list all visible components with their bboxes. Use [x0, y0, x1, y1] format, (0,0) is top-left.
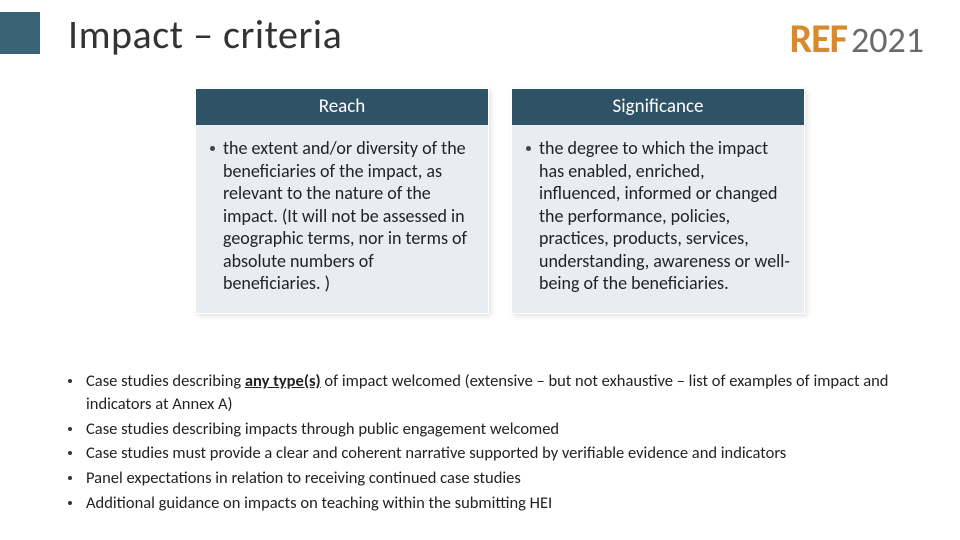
bullet-icon	[68, 427, 72, 431]
criteria-card-reach: Reach the extent and/or diversity of the…	[195, 88, 489, 314]
card-body: the degree to which the impact has enabl…	[512, 125, 804, 313]
criteria-cards: Reach the extent and/or diversity of the…	[195, 88, 805, 314]
note-text: Panel expectations in relation to receiv…	[86, 467, 928, 490]
note-text: Case studies describing impacts through …	[86, 418, 928, 441]
note-text: Case studies must provide a clear and co…	[86, 442, 928, 465]
bullet-icon	[526, 146, 531, 151]
logo-ref-text: REF	[790, 14, 847, 63]
slide-title: Impact – criteria	[68, 10, 342, 59]
bullet-icon	[68, 451, 72, 455]
card-header: Significance	[512, 89, 804, 125]
logo-year-text: 2021	[851, 18, 924, 62]
bullet-icon	[68, 379, 72, 383]
emphasized-text: any type(s)	[245, 371, 321, 391]
list-item: Case studies describing impacts through …	[68, 418, 928, 441]
accent-bar	[0, 12, 40, 54]
card-header: Reach	[196, 89, 488, 125]
list-item: Additional guidance on impacts on teachi…	[68, 492, 928, 515]
ref-logo: REF 2021	[790, 14, 924, 63]
list-item: Case studies describing any type(s) of i…	[68, 370, 928, 416]
bullet-icon	[68, 476, 72, 480]
criteria-card-significance: Significance the degree to which the imp…	[511, 88, 805, 314]
list-item: Case studies must provide a clear and co…	[68, 442, 928, 465]
list-item: Panel expectations in relation to receiv…	[68, 467, 928, 490]
notes-list: Case studies describing any type(s) of i…	[68, 370, 928, 517]
card-body-text: the degree to which the impact has enabl…	[539, 137, 790, 295]
note-text: Case studies describing any type(s) of i…	[86, 370, 928, 416]
bullet-icon	[68, 501, 72, 505]
note-text: Additional guidance on impacts on teachi…	[86, 492, 928, 515]
card-body: the extent and/or diversity of the benef…	[196, 125, 488, 313]
card-body-text: the extent and/or diversity of the benef…	[223, 137, 474, 295]
bullet-icon	[210, 146, 215, 151]
